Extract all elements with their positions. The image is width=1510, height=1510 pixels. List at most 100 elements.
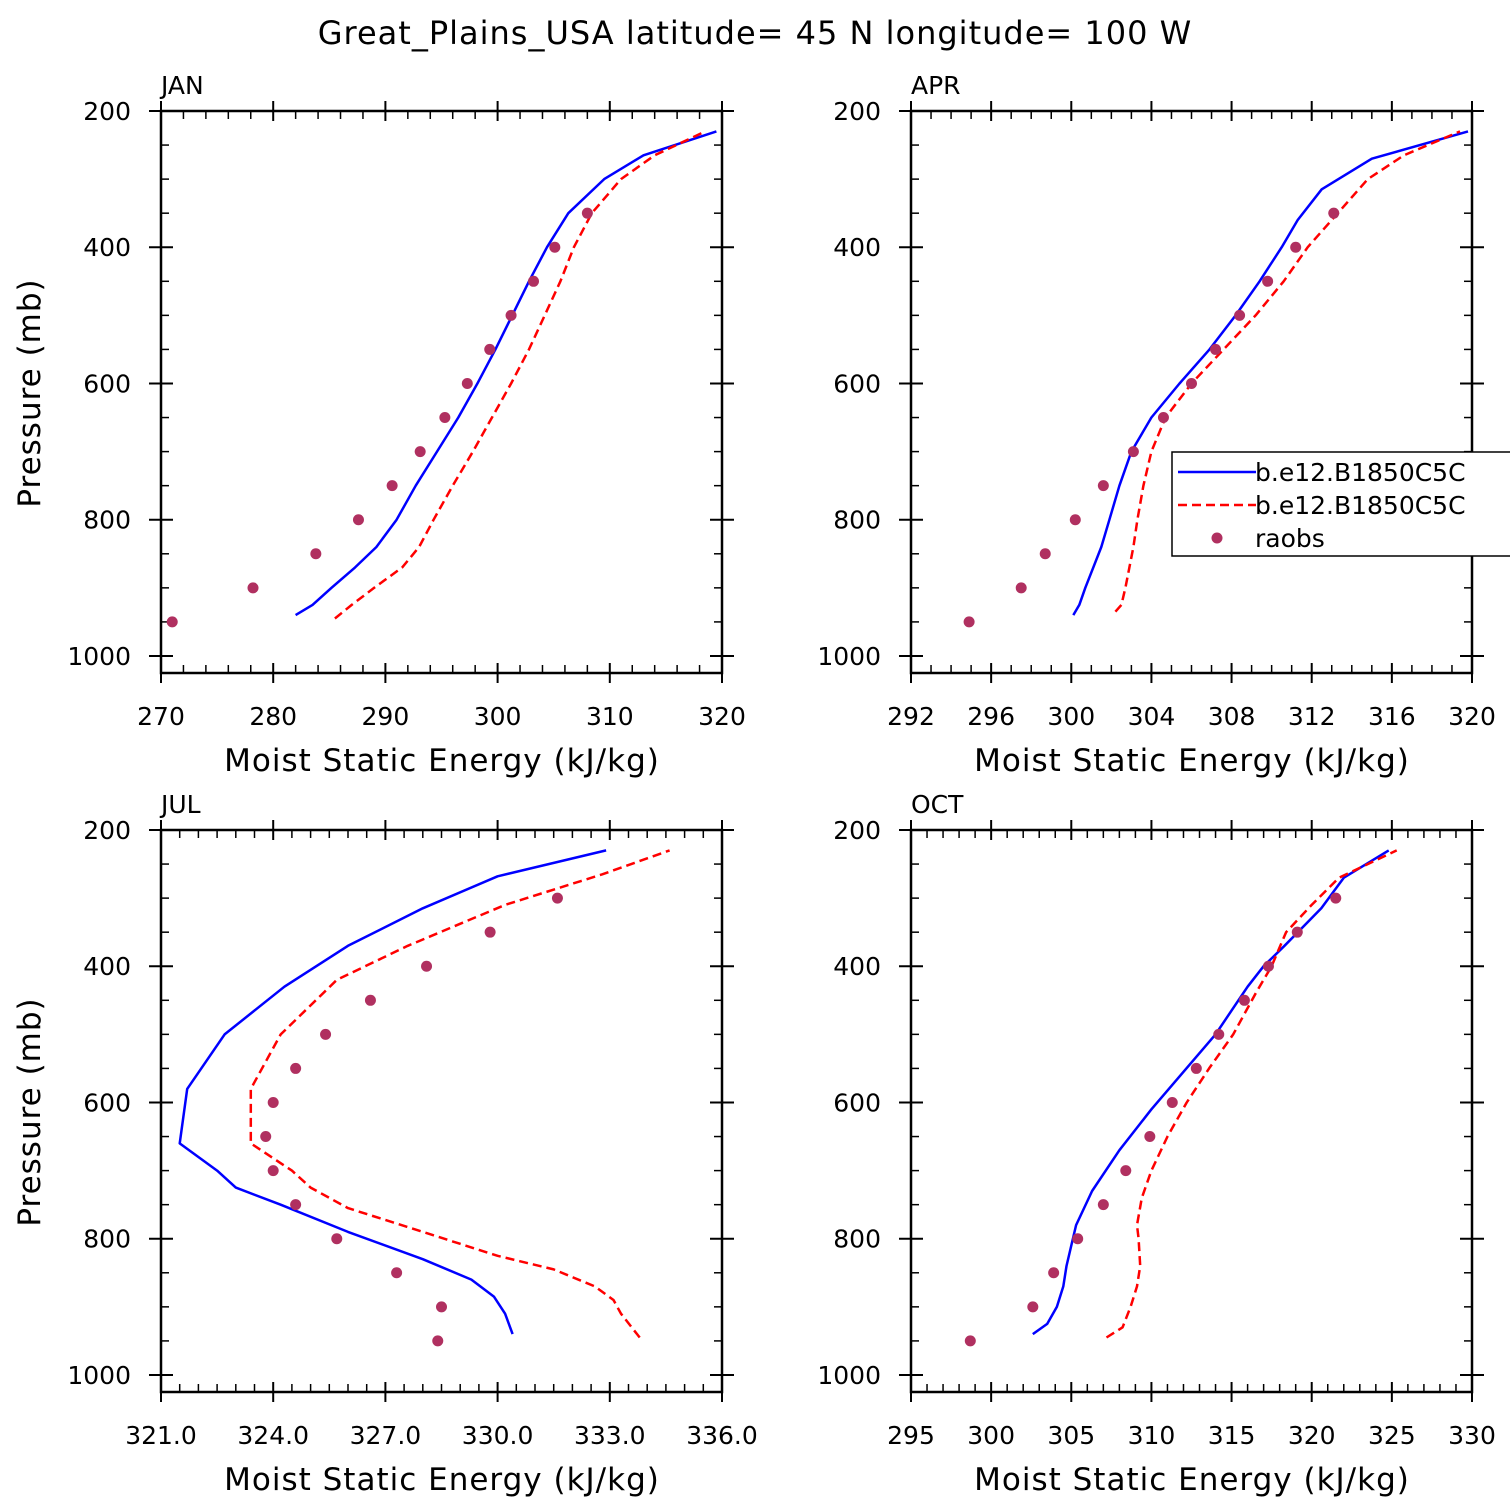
- series-line-solid-jan: [294, 130, 717, 617]
- x-tick-label: 315: [1208, 1421, 1256, 1450]
- raobs-point-apr: [1039, 548, 1051, 560]
- y-tick-label: 200: [833, 816, 881, 845]
- raobs-point-apr: [1127, 446, 1139, 458]
- panel-title-jan: JAN: [159, 71, 204, 100]
- raobs-point-apr: [1186, 377, 1197, 389]
- raobs-point-oct: [1097, 1199, 1109, 1211]
- y-tick-label: 800: [83, 1225, 131, 1254]
- legend-entry-3: raobs: [1255, 524, 1325, 553]
- y-tick-label: 400: [83, 233, 131, 262]
- x-tick-label: 330: [1448, 1421, 1496, 1450]
- x-tick-label: 308: [1208, 702, 1256, 731]
- figure-title: Great_Plains_USA latitude= 45 N longitud…: [318, 14, 1193, 52]
- x-tick-label: 310: [586, 702, 634, 731]
- raobs-point-oct: [964, 1335, 976, 1347]
- plot-frame-jan: [159, 109, 724, 675]
- raobs-point-jan: [386, 480, 398, 492]
- raobs-point-oct: [1072, 1233, 1084, 1245]
- raobs-point-jan: [439, 412, 451, 424]
- y-tick-label: 1000: [67, 1361, 131, 1390]
- x-tick-label: 300: [1047, 702, 1095, 731]
- raobs-point-jul: [436, 1301, 447, 1313]
- y-tick-label: 400: [833, 233, 881, 262]
- raobs-point-oct: [1190, 1062, 1202, 1074]
- raobs-point-oct: [1120, 1165, 1132, 1177]
- y-tick-label: 600: [83, 1088, 131, 1117]
- raobs-point-oct: [1330, 892, 1342, 904]
- x-tick-label: 330.0: [462, 1421, 534, 1450]
- x-tick-label: 325: [1368, 1421, 1416, 1450]
- x-tick-label: 290: [362, 702, 410, 731]
- raobs-point-oct: [1166, 1096, 1178, 1108]
- raobs-point-jul: [260, 1131, 272, 1143]
- x-tick-label: 333.0: [574, 1421, 646, 1450]
- raobs-point-jul: [290, 1199, 302, 1211]
- y-axis-title-left-bottom: Pressure (mb): [12, 997, 48, 1226]
- raobs-point-apr: [1328, 207, 1340, 219]
- raobs-point-apr: [963, 616, 975, 628]
- raobs-point-apr: [1015, 582, 1027, 594]
- raobs-point-apr: [1210, 343, 1222, 355]
- raobs-point-jan: [505, 309, 517, 321]
- y-tick-label: 800: [83, 506, 131, 535]
- raobs-point-jan: [166, 616, 178, 628]
- x-tick-label: 295: [887, 1421, 935, 1450]
- x-tick-label: 316: [1368, 702, 1416, 731]
- y-tick-label: 1000: [817, 642, 881, 671]
- panel-jul: JUL Moist Static Energy (kJ/kg) Pressure…: [12, 790, 758, 1498]
- series-line-dashed-oct: [1105, 849, 1398, 1339]
- x-tick-label: 320: [1448, 702, 1496, 731]
- series-line-solid-apr: [1072, 130, 1469, 616]
- x-tick-label: 336.0: [686, 1421, 758, 1450]
- raobs-point-oct: [1048, 1267, 1060, 1279]
- raobs-point-jan: [581, 207, 593, 219]
- y-tick-label: 1000: [67, 642, 131, 671]
- x-axis-title-jul: Moist Static Energy (kJ/kg): [224, 1462, 660, 1498]
- raobs-point-oct: [1262, 960, 1274, 972]
- raobs-point-apr: [1290, 241, 1302, 253]
- x-tick-label: 296: [967, 702, 1015, 731]
- raobs-point-jan: [414, 446, 426, 458]
- raobs-point-jan: [352, 514, 364, 526]
- x-tick-label: 300: [967, 1421, 1015, 1450]
- x-tick-label: 270: [137, 702, 185, 731]
- x-axis-title-oct: Moist Static Energy (kJ/kg): [974, 1462, 1410, 1498]
- raobs-point-jul: [267, 1096, 279, 1108]
- y-tick-label: 600: [833, 369, 881, 398]
- x-tick-label: 327.0: [350, 1421, 422, 1450]
- y-tick-label: 200: [83, 816, 131, 845]
- raobs-point-oct: [1238, 994, 1250, 1006]
- raobs-point-jul: [484, 926, 496, 938]
- series-line-dashed-jul: [249, 849, 671, 1339]
- y-tick-label: 800: [833, 1225, 881, 1254]
- plot-frame-oct: [909, 828, 1474, 1394]
- raobs-point-jul: [267, 1165, 279, 1177]
- panel-apr: APR Moist Static Energy (kJ/kg) 292 296 30…: [817, 71, 1495, 779]
- raobs-point-jul: [290, 1062, 302, 1074]
- x-axis-title-jan: Moist Static Energy (kJ/kg): [224, 743, 660, 779]
- raobs-point-jul: [331, 1233, 343, 1245]
- x-tick-label: 304: [1128, 702, 1176, 731]
- panel-title-apr: APR: [911, 71, 961, 100]
- raobs-point-apr: [1262, 275, 1274, 287]
- series-line-solid-jul: [178, 849, 607, 1335]
- legend: b.e12.B1850C5C b.e12.B1850C5C raobs: [1171, 451, 1510, 557]
- raobs-point-jan: [247, 582, 259, 594]
- legend-entry-1: b.e12.B1850C5C: [1255, 458, 1466, 487]
- legend-swatch-marker: [1211, 532, 1223, 544]
- raobs-point-oct: [1291, 926, 1303, 938]
- x-tick-label: 320: [1288, 1421, 1336, 1450]
- y-tick-label: 400: [833, 952, 881, 981]
- y-tick-label: 1000: [817, 1361, 881, 1390]
- raobs-point-jul: [364, 994, 376, 1006]
- panel-title-oct: OCT: [911, 790, 964, 819]
- x-tick-label: 320: [698, 702, 746, 731]
- plot-frame-apr: [909, 109, 1474, 675]
- panel-title-jul: JUL: [159, 790, 201, 819]
- x-tick-label: 312: [1288, 702, 1336, 731]
- y-tick-label: 200: [83, 97, 131, 126]
- raobs-point-jan: [549, 241, 561, 253]
- raobs-point-apr: [1097, 480, 1109, 492]
- panel-oct: OCT Moist Static Energy (kJ/kg) 295 300 30…: [817, 790, 1495, 1498]
